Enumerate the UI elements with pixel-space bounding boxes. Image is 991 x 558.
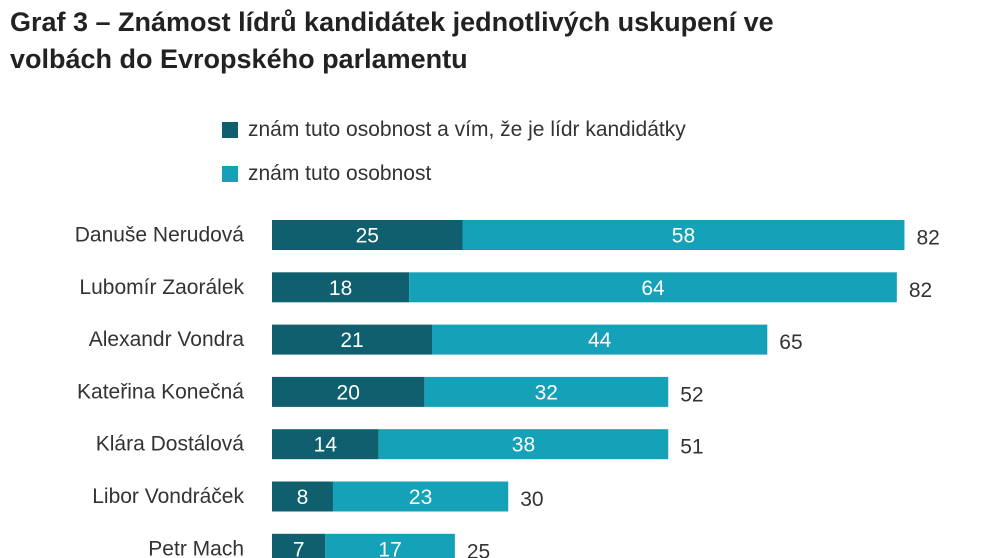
total-label-libor-vondracek: 30 bbox=[520, 488, 543, 511]
bar-value-label-libor-vondracek-series-2: 23 bbox=[409, 486, 432, 509]
category-label-lubomir-zaoralek: Lubomír Zaorálek bbox=[79, 276, 244, 299]
bar-value-label-klara-dostalova-series-1: 14 bbox=[314, 434, 338, 457]
total-label-petr-mach: 25 bbox=[467, 540, 490, 558]
bar-lubomir-zaoralek-series-2 bbox=[409, 272, 897, 303]
bar-libor-vondracek-series-2 bbox=[332, 481, 509, 512]
bar-value-label-alexandr-vondra-series-1: 21 bbox=[340, 329, 363, 352]
bar-alexandr-vondra-series-1 bbox=[272, 324, 433, 355]
total-label-klara-dostalova: 51 bbox=[680, 436, 703, 459]
bar-alexandr-vondra-series-2 bbox=[432, 324, 768, 355]
legend-item-known: znám tuto osobnost bbox=[222, 152, 686, 196]
category-label-klara-dostalova: Klára Dostálová bbox=[96, 433, 245, 456]
bar-danuse-nerudova-series-1 bbox=[272, 220, 463, 250]
legend-swatch-known-leader bbox=[222, 122, 238, 138]
legend-label-known-leader: znám tuto osobnost a vím, že je lídr kan… bbox=[248, 118, 686, 141]
category-label-libor-vondracek: Libor Vondráček bbox=[92, 485, 244, 508]
bar-libor-vondracek-series-1 bbox=[272, 481, 333, 512]
bar-value-label-danuse-nerudova-series-1: 25 bbox=[356, 225, 379, 248]
bar-petr-mach-series-2 bbox=[325, 533, 455, 558]
bar-value-label-libor-vondracek-series-1: 8 bbox=[297, 486, 309, 509]
chart-title: Graf 3 – Známost lídrů kandidátek jednot… bbox=[10, 4, 970, 78]
total-label-katerina-konecna: 52 bbox=[680, 383, 703, 406]
category-label-katerina-konecna: Kateřina Konečná bbox=[77, 380, 244, 403]
category-label-petr-mach: Petr Mach bbox=[148, 537, 244, 558]
bar-value-label-danuse-nerudova-series-2: 58 bbox=[672, 225, 695, 248]
bar-petr-mach-series-1 bbox=[272, 533, 326, 558]
total-label-alexandr-vondra: 65 bbox=[779, 331, 802, 354]
bar-value-label-lubomir-zaoralek-series-2: 64 bbox=[641, 277, 665, 300]
legend-item-known-leader: znám tuto osobnost a vím, že je lídr kan… bbox=[222, 108, 686, 152]
legend: znám tuto osobnost a vím, že je lídr kan… bbox=[222, 108, 686, 196]
chart-title-line-1: Graf 3 – Známost lídrů kandidátek jednot… bbox=[10, 7, 774, 37]
bar-value-label-katerina-konecna-series-2: 32 bbox=[535, 381, 558, 404]
chart-title-line-2: volbách do Evropského parlamentu bbox=[10, 44, 468, 74]
bar-lubomir-zaoralek-series-1 bbox=[272, 272, 410, 303]
total-label-danuse-nerudova: 82 bbox=[916, 227, 939, 250]
bar-value-label-lubomir-zaoralek-series-1: 18 bbox=[329, 277, 352, 300]
bar-value-label-petr-mach-series-1: 7 bbox=[293, 538, 305, 558]
legend-label-known: znám tuto osobnost bbox=[248, 162, 432, 185]
bar-katerina-konecna-series-2 bbox=[424, 376, 669, 407]
total-label-lubomir-zaoralek: 82 bbox=[909, 279, 932, 302]
legend-swatch-known bbox=[222, 166, 238, 182]
category-label-danuse-nerudova: Danuše Nerudová bbox=[75, 224, 245, 247]
bar-value-label-petr-mach-series-2: 17 bbox=[378, 538, 401, 558]
bar-value-label-alexandr-vondra-series-2: 44 bbox=[588, 329, 612, 352]
category-label-alexandr-vondra: Alexandr Vondra bbox=[89, 328, 245, 351]
bar-klara-dostalova-series-1 bbox=[272, 429, 379, 460]
bar-value-label-katerina-konecna-series-1: 20 bbox=[337, 381, 360, 404]
bar-katerina-konecna-series-1 bbox=[272, 376, 425, 407]
bar-danuse-nerudova-series-2 bbox=[462, 220, 905, 250]
bar-klara-dostalova-series-2 bbox=[378, 429, 669, 460]
bar-value-label-klara-dostalova-series-2: 38 bbox=[512, 434, 535, 457]
